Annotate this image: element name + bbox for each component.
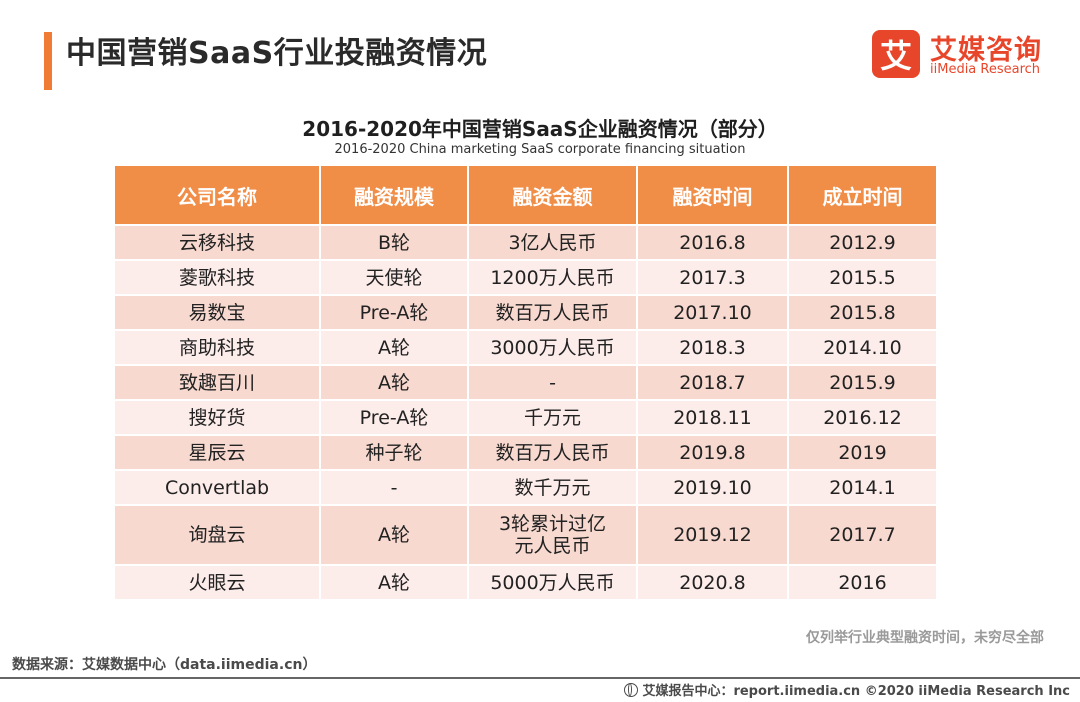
cell-amount: 3000万人民币 — [467, 329, 638, 366]
brand-logo-icon: 艾 — [872, 30, 920, 78]
cell-round: A轮 — [319, 329, 469, 366]
cell-round: A轮 — [319, 364, 469, 401]
table-row: 菱歌科技 天使轮 1200万人民币 2017.3 2015.5 — [113, 259, 938, 296]
cell-date: 2019.12 — [636, 504, 789, 566]
cell-founded: 2014.1 — [787, 469, 938, 506]
cell-company: 云移科技 — [113, 224, 321, 261]
column-header-founded: 成立时间 — [787, 164, 938, 226]
table-title: 2016-2020年中国营销SaaS企业融资情况（部分） — [302, 117, 778, 141]
table-note: 仅列举行业典型融资时间，未穷尽全部 — [806, 630, 1044, 646]
cell-date: 2019.10 — [636, 469, 789, 506]
cell-company: 火眼云 — [113, 564, 321, 601]
table-subtitle: 2016-2020 China marketing SaaS corporate… — [334, 142, 746, 157]
cell-round: Pre-A轮 — [319, 294, 469, 331]
cell-company: 商助科技 — [113, 329, 321, 366]
cell-amount: 5000万人民币 — [467, 564, 638, 601]
cell-date: 2019.8 — [636, 434, 789, 471]
cell-date: 2016.8 — [636, 224, 789, 261]
footer-credit: 艾媒报告中心：report.iimedia.cn ©2020 iiMedia R… — [624, 680, 1070, 699]
cell-founded: 2014.10 — [787, 329, 938, 366]
cell-founded: 2017.7 — [787, 504, 938, 566]
cell-amount: 3亿人民币 — [467, 224, 638, 261]
data-source: 数据来源：艾媒数据中心（data.iimedia.cn） — [12, 657, 317, 673]
cell-round: 天使轮 — [319, 259, 469, 296]
cell-date: 2020.8 — [636, 564, 789, 601]
cell-founded: 2016.12 — [787, 399, 938, 436]
cell-amount: 千万元 — [467, 399, 638, 436]
table-row: 致趣百川 A轮 - 2018.7 2015.9 — [113, 364, 938, 401]
cell-founded: 2015.9 — [787, 364, 938, 401]
footer-divider — [0, 677, 1080, 679]
financing-table: 公司名称 融资规模 融资金额 融资时间 成立时间 云移科技 B轮 3亿人民币 2… — [113, 164, 938, 601]
cell-date: 2017.10 — [636, 294, 789, 331]
cell-founded: 2012.9 — [787, 224, 938, 261]
cell-amount: 数百万人民币 — [467, 434, 638, 471]
cell-company: 询盘云 — [113, 504, 321, 566]
cell-company: 易数宝 — [113, 294, 321, 331]
cell-amount: 3轮累计过亿元人民币 — [467, 504, 638, 566]
cell-amount: 1200万人民币 — [467, 259, 638, 296]
cell-date: 2017.3 — [636, 259, 789, 296]
table-header-row: 公司名称 融资规模 融资金额 融资时间 成立时间 — [113, 164, 938, 226]
footer-credit-text: 艾媒报告中心：report.iimedia.cn ©2020 iiMedia R… — [642, 684, 1070, 699]
cell-round: Pre-A轮 — [319, 399, 469, 436]
column-header-company: 公司名称 — [113, 164, 321, 226]
cell-company: 致趣百川 — [113, 364, 321, 401]
cell-founded: 2019 — [787, 434, 938, 471]
cell-date: 2018.11 — [636, 399, 789, 436]
cell-round: 种子轮 — [319, 434, 469, 471]
table-row: 易数宝 Pre-A轮 数百万人民币 2017.10 2015.8 — [113, 294, 938, 331]
cell-amount: - — [467, 364, 638, 401]
cell-round: B轮 — [319, 224, 469, 261]
table-row: 询盘云 A轮 3轮累计过亿元人民币 2019.12 2017.7 — [113, 504, 938, 566]
cell-round: A轮 — [319, 504, 469, 566]
cell-amount: 数百万人民币 — [467, 294, 638, 331]
brand-name-cn: 艾媒咨询 — [930, 35, 1042, 66]
table-row: 商助科技 A轮 3000万人民币 2018.3 2014.10 — [113, 329, 938, 366]
cell-company: 星辰云 — [113, 434, 321, 471]
cell-date: 2018.7 — [636, 364, 789, 401]
column-header-date: 融资时间 — [636, 164, 789, 226]
table-row: 火眼云 A轮 5000万人民币 2020.8 2016 — [113, 564, 938, 601]
cell-company: 搜好货 — [113, 399, 321, 436]
brand-logo: 艾 艾媒咨询 iiMedia Research — [872, 30, 1058, 84]
cell-round: A轮 — [319, 564, 469, 601]
cell-company: 菱歌科技 — [113, 259, 321, 296]
title-accent-bar — [44, 32, 52, 90]
globe-icon — [624, 682, 639, 697]
cell-founded: 2015.8 — [787, 294, 938, 331]
column-header-amount: 融资金额 — [467, 164, 638, 226]
cell-founded: 2016 — [787, 564, 938, 601]
table-row: 搜好货 Pre-A轮 千万元 2018.11 2016.12 — [113, 399, 938, 436]
column-header-round: 融资规模 — [319, 164, 469, 226]
table-row: 云移科技 B轮 3亿人民币 2016.8 2012.9 — [113, 224, 938, 261]
table-row: Convertlab - 数千万元 2019.10 2014.1 — [113, 469, 938, 506]
page-title: 中国营销SaaS行业投融资情况 — [66, 36, 488, 71]
cell-amount: 数千万元 — [467, 469, 638, 506]
cell-founded: 2015.5 — [787, 259, 938, 296]
table-row: 星辰云 种子轮 数百万人民币 2019.8 2019 — [113, 434, 938, 471]
cell-date: 2018.3 — [636, 329, 789, 366]
cell-round: - — [319, 469, 469, 506]
cell-company: Convertlab — [113, 469, 321, 506]
brand-name-en: iiMedia Research — [930, 62, 1041, 77]
